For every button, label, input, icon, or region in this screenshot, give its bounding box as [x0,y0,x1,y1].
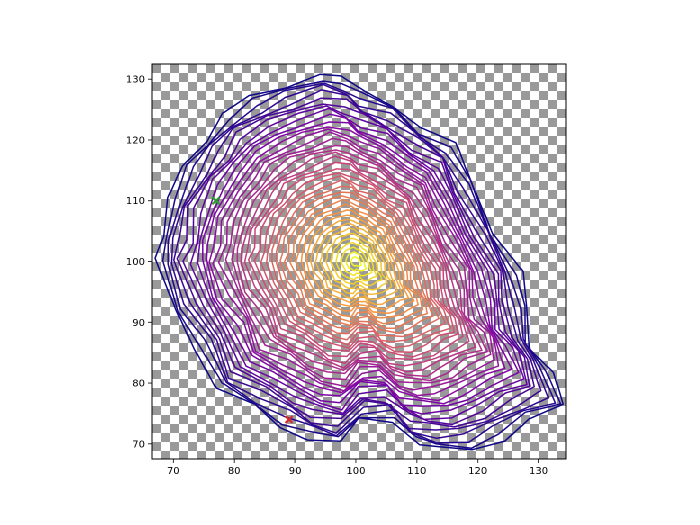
path-level-34 [319,227,393,296]
path-level-30 [300,209,415,315]
path-level-1 [154,73,564,451]
path-level-13 [212,128,500,397]
path-level-8 [189,105,528,421]
path-level-9 [196,107,525,415]
path-level-15 [224,137,492,384]
y-tick-label: 100 [126,257,145,268]
marker-1 [211,196,221,205]
path-level-16 [231,144,488,382]
path-level-40 [350,256,362,267]
path-level-12 [208,126,506,402]
path-level-29 [294,203,419,319]
path-level-27 [283,195,428,330]
path-level-39 [345,251,368,272]
x-tick-label: 70 [167,466,180,477]
path-level-17 [236,149,483,378]
path-level-32 [310,218,404,306]
path-level-33 [314,222,398,301]
x-tick-label: 110 [407,466,426,477]
path-level-11 [205,121,513,405]
x-tick-label: 120 [468,466,487,477]
y-tick-label: 80 [132,379,145,390]
paths-layer [154,73,564,451]
markers-layer [211,196,294,424]
x-tick-label: 100 [346,466,365,477]
path-level-5 [173,89,542,431]
path-level-37 [335,241,378,282]
path-level-26 [279,191,434,334]
x-axis: 70 80 90 100 110 120 130 [167,459,548,477]
path-level-35 [324,232,388,291]
x-tick-label: 80 [228,466,241,477]
path-level-21 [253,168,460,358]
marker-2 [284,415,294,424]
path-level-25 [275,185,440,338]
path-level-14 [217,131,495,391]
y-tick-label: 70 [132,439,145,450]
path-level-20 [247,161,464,361]
path-level-18 [240,151,477,373]
path-level-38 [340,246,373,277]
path-level-24 [271,179,447,343]
y-axis: 70 80 90 100 110 120 130 [126,75,152,450]
x-tick-label: 130 [529,466,548,477]
path-level-22 [259,172,456,354]
path-level-3 [167,82,557,444]
y-tick-label: 90 [132,318,145,329]
y-tick-label: 130 [126,75,145,86]
path-level-10 [202,113,520,407]
path-level-36 [330,237,383,287]
path-level-28 [289,198,424,325]
path-level-2 [161,80,562,450]
y-tick-label: 120 [126,135,145,146]
path-level-7 [182,103,531,426]
path-level-31 [305,214,410,311]
x-tick-label: 90 [289,466,302,477]
path-level-19 [243,155,470,367]
y-tick-label: 110 [126,196,145,207]
path-level-23 [266,175,452,349]
path-level-6 [176,97,535,428]
